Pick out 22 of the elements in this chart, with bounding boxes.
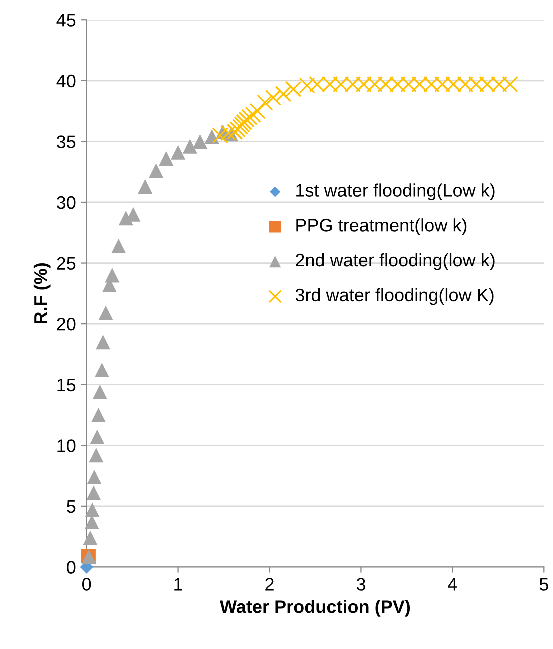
y-tick-label: 10	[58, 440, 76, 452]
x-tick-label: 4	[448, 578, 458, 591]
y-tick-label: 5	[67, 500, 76, 514]
y-tick-label: 40	[56, 74, 76, 88]
legend-label: 1st water flooding(Low k)	[296, 184, 495, 201]
legend-label: 3rd water flooding(low K)	[296, 288, 494, 306]
legend-label: PPG treatment(low k)	[296, 218, 467, 236]
y-tick-label: 25	[57, 257, 76, 270]
y-tick-label: 0	[67, 561, 76, 574]
y-tick-label: 45	[56, 14, 76, 27]
x-tick-label: 5	[540, 578, 548, 591]
x-tick-label: 0	[82, 578, 92, 591]
x-tick-label: 2	[266, 578, 274, 591]
y-tick-label: 35	[57, 136, 76, 148]
y-tick-label: 20	[57, 318, 76, 331]
y-tick-label: 30	[57, 196, 76, 210]
y-axis-title: R.F (%)	[34, 263, 51, 324]
x-axis-title: Water Production (PV)	[220, 600, 410, 617]
x-tick-label: 1	[174, 578, 182, 591]
y-tick-label: 15	[58, 378, 76, 392]
x-tick-label: 3	[356, 578, 366, 591]
legend-label: 2nd water flooding(low k)	[296, 253, 495, 270]
